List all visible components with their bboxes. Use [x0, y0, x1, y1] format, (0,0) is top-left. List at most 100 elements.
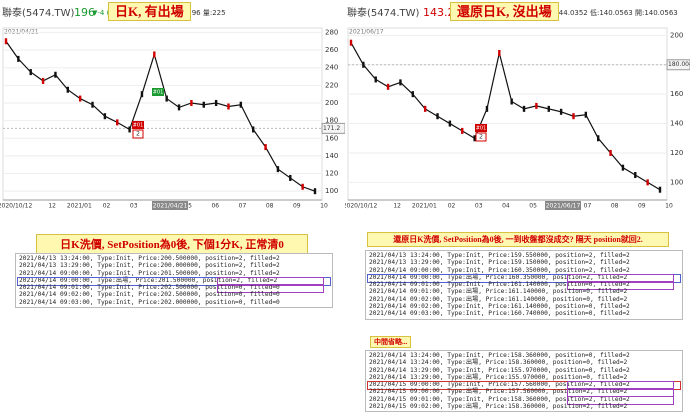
candle — [301, 183, 304, 190]
x-tick-label: 05 — [529, 203, 537, 210]
y-tick-label: 120 — [325, 170, 338, 178]
plot-bg — [347, 27, 668, 201]
candle — [374, 76, 377, 83]
y-tick-label: 280 — [325, 28, 338, 36]
title: 日K, 有出場 — [108, 2, 191, 21]
log-line: 2021/04/14 09:03:00, Type:Init, Price:20… — [19, 298, 280, 306]
candle — [634, 172, 637, 179]
price-label-box — [321, 122, 345, 134]
x-tick-label: 08 — [611, 203, 619, 210]
candle — [264, 144, 267, 151]
symbol: 聯泰(5474.TW) — [2, 6, 75, 19]
candle — [313, 188, 317, 195]
left-panel: 聯泰(5474.TW)196▼-4 (-2%)高:200 低:196 開:196… — [0, 0, 345, 401]
price-series — [350, 42, 661, 191]
candle — [4, 38, 8, 45]
x-tick-label: 04 — [502, 203, 510, 210]
price-label: 180.0043 — [668, 61, 690, 68]
candle — [498, 49, 501, 56]
candle — [66, 86, 69, 93]
log-line: 2021/04/14 09:00:00, Type:Init, Price:20… — [19, 269, 280, 277]
candle — [646, 179, 649, 186]
right-panel: 聯泰(5474.TW)143.2394▲2.3873 (+1.69%)高:144… — [345, 0, 690, 412]
x-tick-label: 02 — [103, 203, 111, 210]
y-tick-label: 200 — [670, 31, 683, 39]
cursor-date-bg — [545, 201, 581, 210]
x-tick-label: 07 — [584, 203, 592, 210]
candle — [165, 95, 168, 102]
candle — [227, 103, 230, 110]
candle — [289, 174, 292, 181]
marker-qty: 2 — [479, 134, 483, 141]
chart: 聯泰(5474.TW)143.2394▲2.3873 (+1.69%)高:144… — [345, 6, 690, 210]
omitted: 中間省略... — [370, 336, 412, 348]
y-tick-label: 160 — [670, 90, 683, 98]
log-line: 2021/04/14 09:01:00, Type:Init, Price:20… — [19, 284, 329, 294]
candle — [461, 127, 464, 134]
y-tick-label: 200 — [325, 99, 338, 107]
x-tick-label: 2020/10/12 — [0, 203, 32, 210]
log-line: 2021/04/14 09:00:00, Type:出場, Price:201.… — [17, 276, 331, 286]
x-tick-label: 09 — [293, 203, 301, 210]
x-tick-label: 03 — [475, 203, 483, 210]
cursor-date: 2021/06/17 — [349, 29, 384, 36]
price-label: 171.2 — [323, 125, 340, 132]
candle — [54, 71, 57, 78]
candle — [239, 101, 243, 108]
candle — [41, 77, 45, 84]
candle — [78, 95, 82, 102]
y-tick-label: 120 — [670, 149, 683, 157]
candle — [411, 91, 414, 98]
log-line: 2021/04/13 13:29:00, Type:Init, Price:15… — [369, 259, 630, 267]
x-tick-label: 2020/10/12 — [345, 203, 377, 210]
candle — [29, 69, 32, 76]
candle — [658, 186, 662, 193]
y-tick-label: 100 — [325, 187, 338, 195]
plot-bg — [2, 27, 323, 201]
candle — [572, 113, 575, 120]
cursor-date-bg — [152, 201, 188, 210]
y-tick-label: 160 — [325, 134, 338, 142]
candle — [423, 105, 427, 112]
candle — [485, 105, 489, 112]
candle — [91, 101, 94, 108]
log-box: 2021/04/13 13:24:00, Type:Init, Price:15… — [365, 250, 683, 320]
stats: 高:144.0352 低:140.0563 開:140.0563 — [545, 8, 678, 17]
marker-qty: 2 — [136, 131, 140, 138]
log-line: 2021/04/15 09:00:00, Type:出場, Price:157.… — [369, 388, 679, 398]
caption: 日K洗價, SetPosition為0後, 下個1分K, 正常清0 — [36, 234, 308, 254]
x-tick-label: 10 — [320, 203, 328, 210]
candle — [547, 105, 550, 112]
candle — [535, 102, 538, 109]
candle — [103, 113, 107, 120]
title: 還原日K, 沒出場 — [450, 2, 559, 21]
candle — [436, 113, 439, 120]
log-line: 2021/04/15 09:01:00, Type:Init, Price:15… — [369, 395, 679, 405]
log-line: 2021/04/13 13:24:00, Type:Init, Price:15… — [369, 252, 630, 259]
price: 196 — [74, 6, 95, 19]
candle — [559, 108, 563, 115]
x-tick-label: 2021/01 — [412, 203, 437, 210]
x-tick-label: 08 — [266, 203, 274, 210]
candle — [177, 104, 181, 111]
candle — [349, 39, 353, 46]
candle — [609, 149, 612, 156]
cursor-date-axis: 2021/04/21 — [153, 203, 188, 210]
log-line: 2021/04/14 13:24:00, Type:出場, Price:158.… — [369, 359, 628, 367]
log-line: 2021/04/13 13:29:00, Type:Init, Price:20… — [19, 262, 280, 270]
marker-label: #01 — [153, 90, 164, 96]
y-tick-label: 260 — [325, 46, 338, 54]
price-label-box — [666, 59, 690, 71]
x-tick-label: 02 — [448, 203, 456, 210]
marker-box — [475, 124, 487, 132]
x-tick-label: 03 — [130, 203, 138, 210]
candle — [214, 99, 218, 106]
y-tick-label: 220 — [325, 81, 338, 89]
candle — [584, 111, 588, 118]
log-line: 2021/04/14 09:01:00, Type:出場, Price:161.… — [369, 288, 628, 296]
y-tick-label: 100 — [670, 178, 683, 186]
marker-qty-box — [475, 132, 487, 142]
marker-qty-box — [132, 129, 144, 139]
candle — [448, 120, 452, 127]
